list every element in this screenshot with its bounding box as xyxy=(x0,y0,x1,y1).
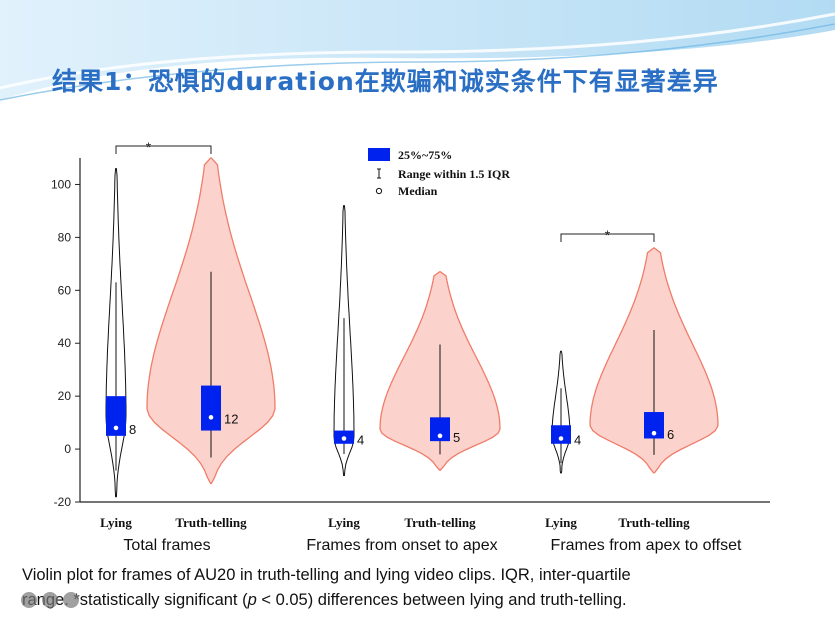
x-group-label: Frames from apex to offset xyxy=(551,537,742,554)
iqr-box xyxy=(551,425,571,444)
iqr-box xyxy=(430,417,450,442)
legend-range-symbol xyxy=(377,168,381,179)
y-tick-label: 80 xyxy=(58,230,72,244)
y-tick-label: 40 xyxy=(58,336,72,350)
caption-text: range. *statistically significant ( xyxy=(22,591,248,609)
legend-box-label: 25%~75% xyxy=(398,148,452,162)
x-category-label: Truth-telling xyxy=(175,515,247,530)
caption-text: < 0.05) differences between lying and tr… xyxy=(256,591,627,609)
median-label: 4 xyxy=(574,432,581,447)
x-group-label: Frames from onset to apex xyxy=(306,537,497,554)
y-tick-label: -20 xyxy=(54,495,72,509)
median-label: 8 xyxy=(129,422,136,437)
y-tick-label: 20 xyxy=(58,389,72,403)
y-tick-label: 0 xyxy=(64,442,71,456)
median-label: 12 xyxy=(224,411,238,426)
median-label: 6 xyxy=(667,427,674,442)
legend-range-label: Range within 1.5 IQR xyxy=(398,167,510,181)
header-wave-line xyxy=(0,23,835,101)
y-tick-label: 60 xyxy=(58,283,72,297)
caption-p-symbol: p xyxy=(247,591,257,609)
legend-box-swatch xyxy=(368,148,390,161)
x-category-label: Lying xyxy=(545,515,577,530)
significance-star: * xyxy=(146,139,152,155)
median-marker xyxy=(558,436,564,441)
violin-chart: -20 0 20 40 60 80 100 8 Lying 12 Truth-telling Tota… xyxy=(51,139,770,554)
x-category-label: Lying xyxy=(328,515,360,530)
significance-bracket xyxy=(560,233,655,242)
x-category-label: Lying xyxy=(100,515,132,530)
legend-median-symbol xyxy=(375,187,383,195)
header-wave xyxy=(0,0,835,100)
caption-line-2: range. *statistically significant (p < 0… xyxy=(22,588,822,613)
significance-star: * xyxy=(605,227,611,243)
video-controls[interactable] xyxy=(20,590,80,610)
legend-median-label: Median xyxy=(398,184,438,198)
iqr-box xyxy=(106,396,126,436)
median-marker xyxy=(651,430,657,436)
previous-icon[interactable] xyxy=(21,592,37,608)
median-marker xyxy=(437,433,443,439)
median-marker xyxy=(113,425,119,431)
y-tick-label: 100 xyxy=(51,177,71,191)
next-icon[interactable] xyxy=(63,592,79,608)
play-pause-icon[interactable] xyxy=(42,592,58,608)
x-category-label: Truth-telling xyxy=(618,515,690,530)
figure-caption: Violin plot for frames of AU20 in truth-… xyxy=(22,563,822,613)
iqr-box xyxy=(644,412,664,439)
median-marker xyxy=(208,415,214,420)
x-group-label: Total frames xyxy=(123,537,210,554)
iqr-box xyxy=(201,385,221,431)
caption-line-1: Violin plot for frames of AU20 in truth-… xyxy=(22,566,631,584)
median-label: 4 xyxy=(357,432,364,447)
significance-bracket xyxy=(115,145,212,154)
slide-title: 结果1：恐惧的duration在欺骗和诚实条件下有显著差异 xyxy=(52,67,719,96)
x-category-label: Truth-telling xyxy=(404,515,476,530)
header-wave-line xyxy=(0,12,835,90)
median-label: 5 xyxy=(453,430,460,445)
median-marker xyxy=(341,436,347,441)
